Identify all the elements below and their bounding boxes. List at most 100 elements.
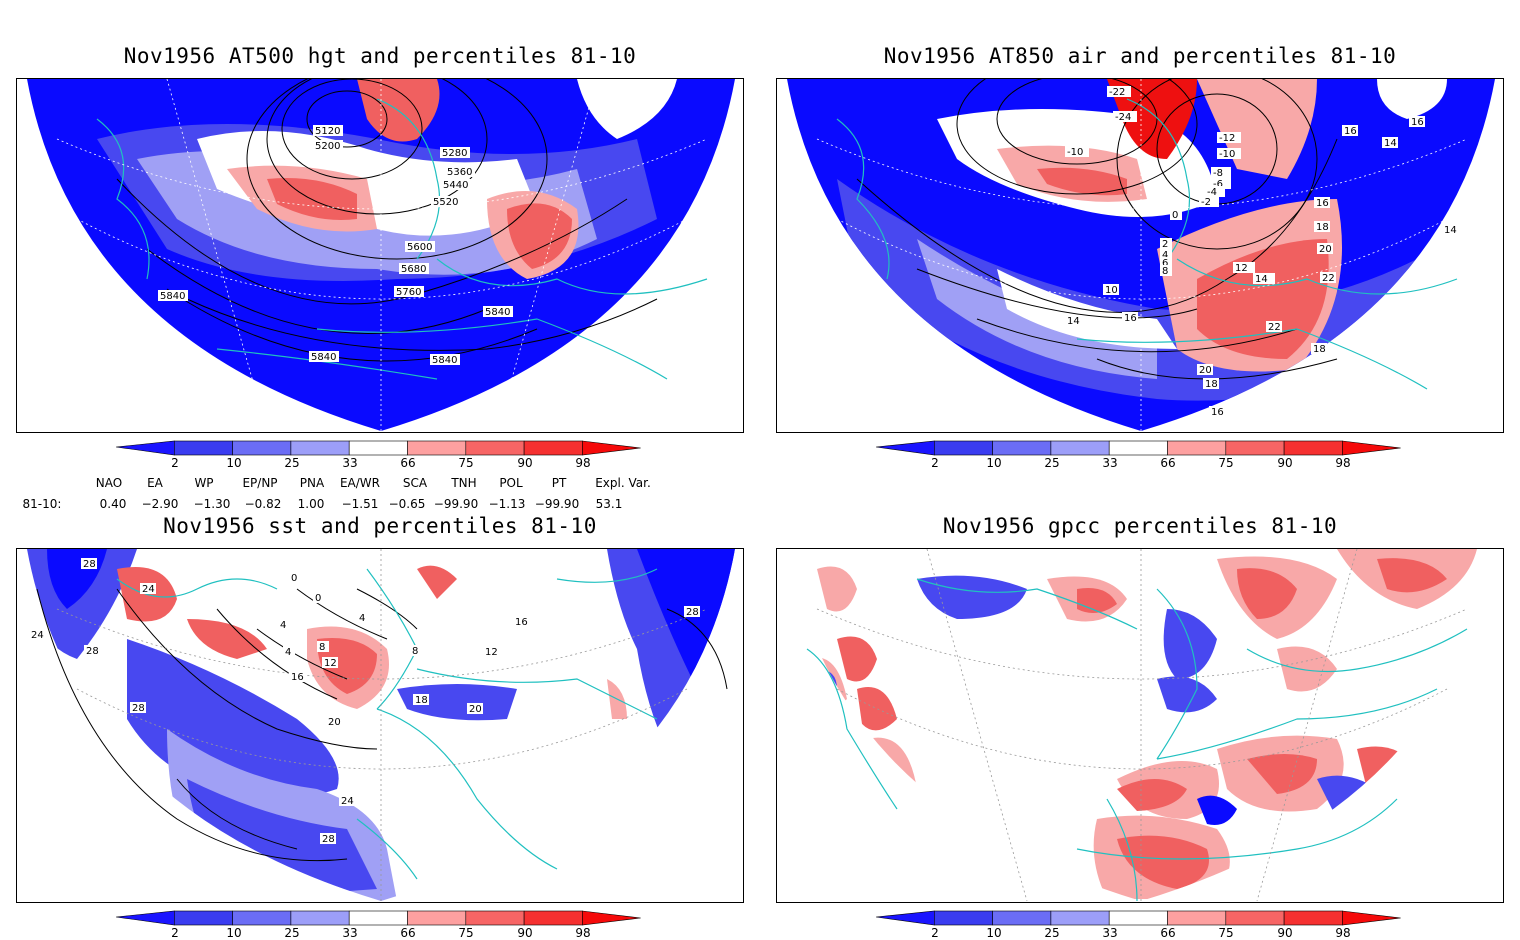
colorbar-segment [1225, 440, 1285, 456]
contour-label: -22 [1109, 87, 1125, 98]
colorbar-segment [116, 440, 175, 456]
contour-label: 10 [1105, 285, 1118, 296]
contour-label: 5680 [401, 264, 426, 275]
contour-label: 16 [1344, 126, 1357, 137]
contour-label: 4 [359, 613, 365, 624]
colorbar-segment [348, 910, 408, 926]
contour-label: 8 [1162, 266, 1168, 277]
contour-label: 24 [341, 796, 354, 807]
contour-label: 16 [515, 617, 528, 628]
index-header: POL [499, 476, 523, 490]
contour-label: 5120 [315, 126, 340, 137]
contour-label: -6 [1213, 179, 1223, 190]
colorbar-label: 75 [458, 926, 474, 940]
colorbar-top-left: 2 10 25 33 66 75 90 98 [116, 440, 646, 470]
map-gpcc [776, 548, 1504, 903]
colorbar-segment [1342, 910, 1401, 926]
colorbar-label: 10 [986, 926, 1002, 940]
colorbar-label: 33 [342, 456, 358, 470]
colorbar-segment [933, 910, 993, 926]
index-headers: NAO EA WP EP/NP PNA EA/WR SCA TNH POL PT… [0, 476, 760, 492]
index-header: EP/NP [242, 476, 278, 490]
colorbar-label: 10 [986, 456, 1002, 470]
colorbar-segment [348, 440, 408, 456]
colorbar-label: 25 [284, 456, 300, 470]
contour-label: 16 [1124, 313, 1137, 324]
contour-label: 4 [280, 620, 286, 631]
index-value: −99.90 [534, 497, 580, 511]
contour-label: 20 [328, 717, 341, 728]
colorbar-segment [523, 910, 583, 926]
colorbar-label: 75 [1218, 456, 1234, 470]
contour-label: -4 [1207, 187, 1217, 198]
contour-label: 4 [1162, 250, 1168, 261]
map-sst: 28 24 28 28 24 0 0 4 4 8 12 16 20 24 28 … [16, 548, 744, 903]
contour-label: -2 [1201, 197, 1211, 208]
colorbar-label: 25 [1044, 456, 1060, 470]
index-value: −0.65 [388, 497, 426, 511]
contour-label: -10 [1067, 147, 1083, 158]
colorbar-label: 2 [931, 456, 939, 470]
contour-label: 5440 [443, 180, 468, 191]
colorbar-label: 90 [1277, 926, 1293, 940]
contour-label: 18 [415, 695, 428, 706]
contour-label: 0 [315, 593, 321, 604]
contour-label: -12 [1219, 133, 1235, 144]
colorbar-label: 33 [1102, 926, 1118, 940]
colorbar-segment [232, 440, 292, 456]
index-header: PT [551, 476, 567, 490]
colorbar-segment [876, 440, 935, 456]
contour-label: 14 [1444, 225, 1457, 236]
colorbar-label: 25 [1044, 926, 1060, 940]
colorbar-segment [1108, 910, 1168, 926]
colorbar-segment [1050, 440, 1110, 456]
colorbar-segment [407, 910, 467, 926]
contour-label: 18 [1313, 344, 1326, 355]
index-row-label: 81-10: [22, 497, 62, 511]
colorbar-segment [173, 910, 233, 926]
index-header: Expl. Var. [595, 476, 651, 490]
colorbar-label: 33 [342, 926, 358, 940]
contour-label: 5200 [315, 141, 340, 152]
colorbar-label: 2 [171, 456, 179, 470]
contour-label: 18 [1205, 379, 1218, 390]
colorbar-segment [523, 440, 583, 456]
colorbar-segment [290, 440, 350, 456]
contour-label: 22 [1322, 273, 1335, 284]
colorbar-label: 66 [400, 926, 416, 940]
contour-label: 20 [469, 704, 482, 715]
contour-label: 0 [291, 573, 297, 584]
index-value: −1.13 [488, 497, 526, 511]
colorbar-label: 66 [400, 456, 416, 470]
contour-label: 28 [132, 703, 145, 714]
colorbar-segment [1283, 910, 1343, 926]
colorbar-top-right: 2 10 25 33 66 75 90 98 [876, 440, 1406, 470]
colorbar-label: 25 [284, 926, 300, 940]
contour-label: 5760 [396, 287, 421, 298]
colorbar-label: 98 [1335, 456, 1351, 470]
colorbar-segment [465, 910, 525, 926]
panel-title-gpcc: Nov1956 gpcc percentiles 81-10 [942, 514, 1338, 538]
colorbar-label: 90 [517, 456, 533, 470]
colorbar-segment [232, 910, 292, 926]
colorbar-segment [1167, 440, 1227, 456]
colorbar-label: 33 [1102, 456, 1118, 470]
contour-label: 28 [83, 559, 96, 570]
colorbar-segment [116, 910, 175, 926]
index-value: −99.90 [433, 497, 479, 511]
colorbar-label: 75 [458, 456, 474, 470]
colorbar-segment [290, 910, 350, 926]
contour-label: 12 [1235, 263, 1248, 274]
contour-label: -8 [1213, 168, 1223, 179]
contour-label: 20 [1199, 365, 1212, 376]
contour-label: 16 [1411, 117, 1424, 128]
panel-title-sst: Nov1956 sst and percentiles 81-10 [163, 514, 597, 538]
colorbar-segment [1167, 910, 1227, 926]
index-header: NAO [95, 476, 123, 490]
colorbar-segment [1108, 440, 1168, 456]
index-values: 81-10: 0.40 −2.90 −1.30 −0.82 1.00 −1.51… [0, 497, 760, 513]
map-air: -22 -24 -10 -12 -10 -8 -6 -4 -2 0 2 4 6 … [776, 78, 1504, 433]
colorbar-label: 75 [1218, 926, 1234, 940]
colorbar-segment [933, 440, 993, 456]
index-header: EA/WR [339, 476, 381, 490]
